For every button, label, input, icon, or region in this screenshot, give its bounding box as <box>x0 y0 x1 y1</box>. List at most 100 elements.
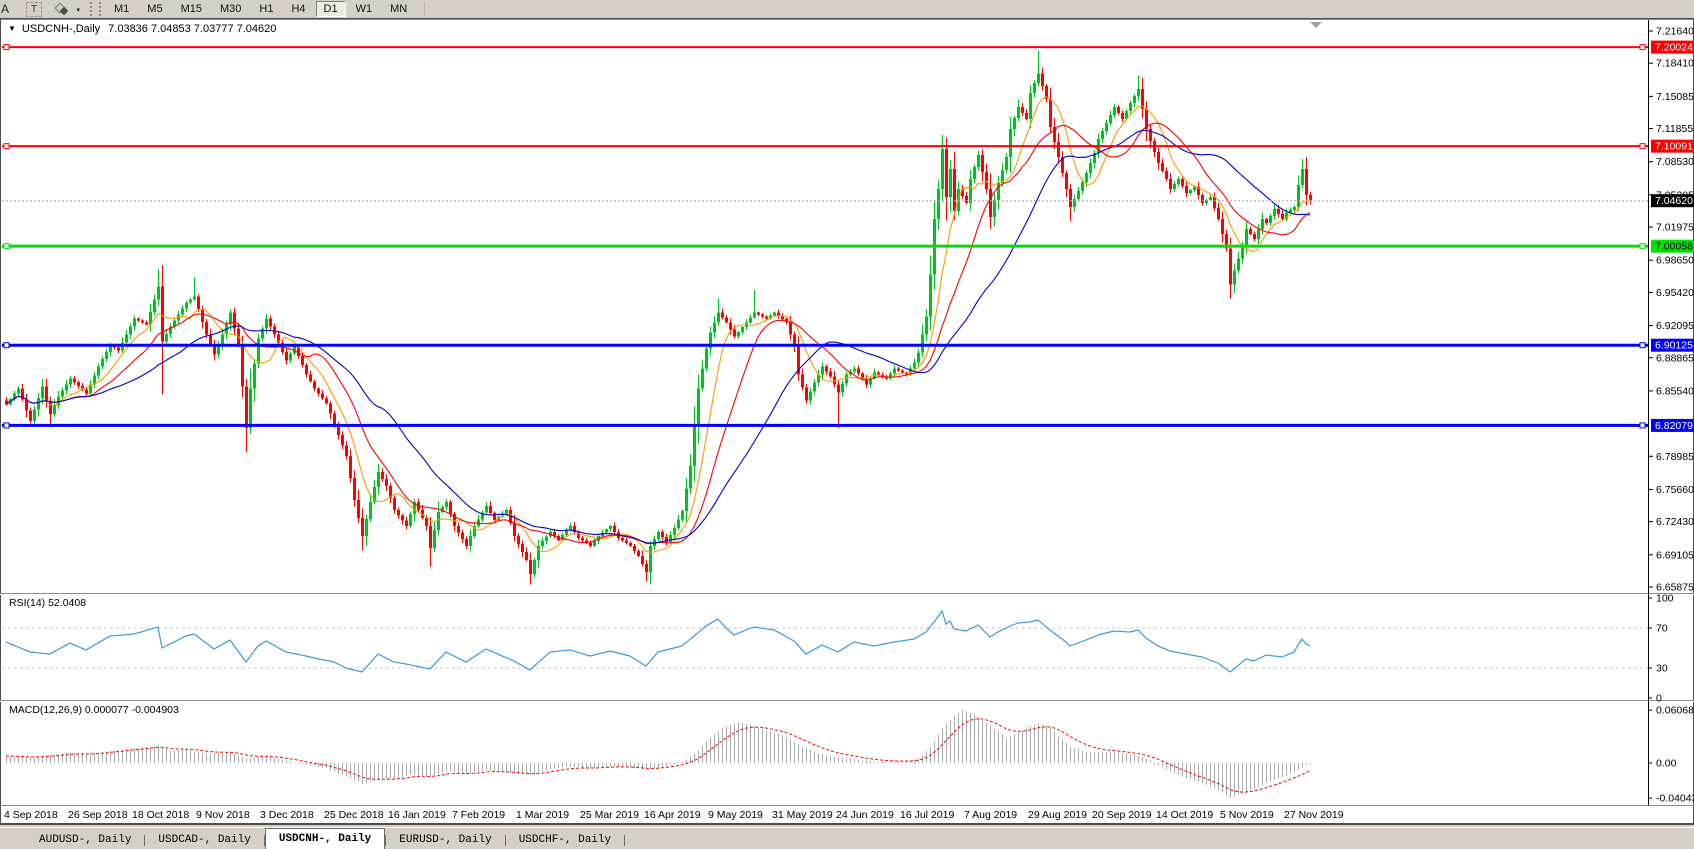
price-tick-label: 6.85540 <box>1656 385 1694 397</box>
line-handle[interactable] <box>3 342 10 349</box>
timeframe-button-M30[interactable]: M30 <box>212 1 249 17</box>
timeframe-toolbar: A T ▾ M1 M5 M15 M30 H1 H4 D1 W1 MN <box>0 0 1694 19</box>
price-tick-label: 6.92095 <box>1656 320 1694 332</box>
date-label: 31 May 2019 <box>772 809 833 821</box>
date-label: 9 Nov 2018 <box>196 809 250 821</box>
toolbar-grip[interactable] <box>90 2 101 16</box>
line-handle[interactable] <box>3 143 10 150</box>
date-label: 7 Aug 2019 <box>964 809 1017 821</box>
timeframe-button-W1[interactable]: W1 <box>348 1 381 17</box>
line-handle[interactable] <box>3 422 10 429</box>
current-price-badge-text: 7.04620 <box>1655 195 1693 207</box>
chart-tab-usdchf[interactable]: USDCHF-, Daily <box>506 832 624 849</box>
ma-line-34 <box>5 129 1311 544</box>
line-price-badge-text: 7.20024 <box>1655 42 1693 54</box>
timeframe-button-H1[interactable]: H1 <box>251 1 281 17</box>
tab-separator <box>504 835 506 846</box>
rsi-tick-label: 70 <box>1656 623 1668 635</box>
macd-tick-label: 0.00 <box>1656 758 1677 770</box>
diamond-icon <box>59 6 69 16</box>
line-price-badge <box>1651 239 1694 253</box>
line-handle[interactable] <box>1639 422 1646 429</box>
rsi-tick-label: 30 <box>1656 663 1668 675</box>
price-tick-label: 6.88865 <box>1656 352 1694 364</box>
timeframe-button-M15[interactable]: M15 <box>173 1 210 17</box>
price-tick-label: 6.95420 <box>1656 287 1694 299</box>
line-price-badge-text: 7.00058 <box>1655 241 1693 253</box>
price-tick-label: 6.75660 <box>1656 484 1694 496</box>
line-handle[interactable] <box>1639 243 1646 250</box>
rsi-line <box>5 609 1311 673</box>
chevron-down-icon: ▾ <box>76 7 80 14</box>
date-label: 25 Mar 2019 <box>580 809 639 821</box>
date-label: 9 May 2019 <box>708 809 763 821</box>
date-label: 25 Dec 2018 <box>324 809 384 821</box>
line-price-badge <box>1651 139 1694 153</box>
cursor-tool-icon[interactable]: A <box>0 2 9 16</box>
date-label: 14 Oct 2019 <box>1156 809 1213 821</box>
date-label: 7 Feb 2019 <box>452 809 505 821</box>
price-tick-label: 7.15085 <box>1656 91 1694 103</box>
line-price-badge <box>1651 338 1694 352</box>
macd-histogram <box>6 710 1311 799</box>
pane-separator[interactable] <box>0 700 1694 701</box>
date-label: 27 Nov 2019 <box>1284 809 1344 821</box>
tab-separator <box>263 835 265 846</box>
price-tick-label: 7.08530 <box>1656 156 1694 168</box>
price-tick-label: 7.11855 <box>1656 123 1693 135</box>
price-tick-label: 7.18410 <box>1656 58 1694 70</box>
chart-tab-bar: AUDUSD-, Daily USDCAD-, Daily USDCNH-, Dai… <box>0 827 1694 849</box>
line-price-badge-text: 6.90125 <box>1655 340 1693 352</box>
price-tick-label: 6.72430 <box>1656 516 1694 528</box>
tab-separator <box>624 835 626 846</box>
timeframe-button-D1[interactable]: D1 <box>315 1 346 17</box>
date-label: 16 Jul 2019 <box>900 809 954 821</box>
ma-line-8 <box>5 96 1311 553</box>
timeframe-button-MN[interactable]: MN <box>382 1 415 17</box>
tab-separator <box>385 835 387 846</box>
timeframe-buttons: M1 M5 M15 M30 H1 H4 D1 W1 MN <box>105 1 416 17</box>
price-tick-label: 7.21640 <box>1656 26 1694 38</box>
line-handle[interactable] <box>1639 342 1646 349</box>
rsi-tick-label: 100 <box>1656 593 1674 605</box>
date-label: 1 Mar 2019 <box>516 809 569 821</box>
line-price-badge-text: 7.10091 <box>1655 141 1693 153</box>
line-handle[interactable] <box>1639 44 1646 51</box>
timeframe-button-M1[interactable]: M1 <box>106 1 137 17</box>
tab-separator <box>144 835 146 846</box>
date-label: 20 Sep 2019 <box>1092 809 1152 821</box>
chart-tab-usdcnh[interactable]: USDCNH-, Daily <box>264 828 386 849</box>
line-handle[interactable] <box>1639 143 1646 150</box>
rsi-tick-label: 0 <box>1656 693 1662 705</box>
chart-tab-eurusd[interactable]: EURUSD-, Daily <box>386 832 504 849</box>
pane-separator[interactable] <box>0 593 1694 594</box>
date-label: 18 Oct 2018 <box>132 809 189 821</box>
timeframe-button-M5[interactable]: M5 <box>139 1 170 17</box>
candles <box>5 50 1312 585</box>
price-tick-label: 7.01975 <box>1656 222 1694 234</box>
chart-shift-marker[interactable] <box>1310 22 1322 28</box>
current-price-badge <box>1651 194 1694 208</box>
macd-tick-label: 0.060687 <box>1656 705 1694 717</box>
price-tick-label: 6.65875 <box>1656 581 1694 593</box>
date-label: 16 Apr 2019 <box>644 809 701 821</box>
line-price-badge <box>1651 40 1694 54</box>
price-tick-label: 6.69105 <box>1656 549 1694 561</box>
price-tick-label: 6.78985 <box>1656 451 1694 463</box>
styles-dropdown-icon[interactable]: ▾ <box>54 2 80 16</box>
line-handle[interactable] <box>3 44 10 51</box>
chart-tab-audusd[interactable]: AUDUSD-, Daily <box>26 832 144 849</box>
line-handle[interactable] <box>3 243 10 250</box>
line-price-badge <box>1651 418 1694 432</box>
chart-window[interactable]: 7.216407.184107.150857.118557.085307.052… <box>0 18 1694 825</box>
date-label: 29 Aug 2019 <box>1028 809 1087 821</box>
date-label: 4 Sep 2018 <box>4 809 58 821</box>
text-tool-icon[interactable]: T <box>26 1 42 17</box>
macd-tick-label: -0.040432 <box>1656 793 1694 805</box>
timeframe-button-H4[interactable]: H4 <box>283 1 313 17</box>
date-label: 26 Sep 2018 <box>68 809 128 821</box>
chart-area[interactable]: 7.216407.184107.150857.118557.085307.052… <box>0 18 1694 825</box>
date-label: 24 Jun 2019 <box>836 809 894 821</box>
chart-tab-usdcad[interactable]: USDCAD-, Daily <box>145 832 263 849</box>
